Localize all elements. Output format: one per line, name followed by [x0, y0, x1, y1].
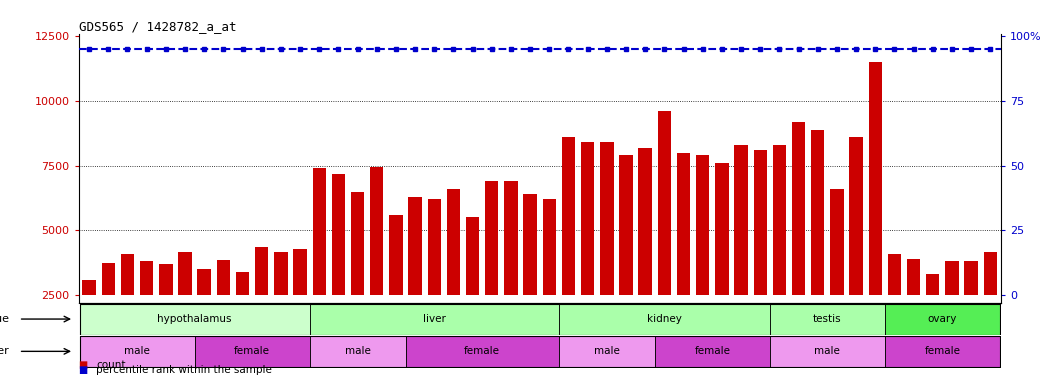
Bar	[638, 148, 652, 295]
Bar	[102, 263, 115, 295]
Bar	[83, 280, 95, 295]
Bar	[312, 168, 326, 295]
Bar	[309, 336, 406, 367]
Bar	[772, 145, 786, 295]
Bar	[811, 129, 825, 295]
Bar	[140, 261, 153, 295]
Bar	[655, 336, 770, 367]
Bar	[885, 336, 1000, 367]
Bar	[523, 194, 537, 295]
Bar	[945, 261, 959, 295]
Bar	[370, 167, 384, 295]
Bar	[849, 137, 863, 295]
Bar	[446, 189, 460, 295]
Text: ■: ■	[79, 365, 88, 375]
Bar	[485, 181, 499, 295]
Bar	[754, 150, 767, 295]
Text: liver: liver	[422, 314, 445, 324]
Bar	[409, 197, 421, 295]
Bar	[217, 260, 231, 295]
Bar	[735, 145, 748, 295]
Text: kidney: kidney	[647, 314, 682, 324]
Bar	[696, 155, 709, 295]
Bar	[428, 200, 441, 295]
Bar	[80, 303, 309, 334]
Text: percentile rank within the sample: percentile rank within the sample	[96, 365, 272, 375]
Text: tissue: tissue	[0, 314, 9, 324]
Bar	[677, 153, 691, 295]
Text: GDS565 / 1428782_a_at: GDS565 / 1428782_a_at	[79, 20, 236, 33]
Text: ■: ■	[79, 360, 88, 370]
Text: testis: testis	[813, 314, 842, 324]
Text: female: female	[694, 346, 730, 356]
Bar	[466, 217, 479, 295]
Bar	[581, 142, 594, 295]
Bar	[80, 336, 195, 367]
Bar	[792, 122, 805, 295]
Bar	[770, 336, 885, 367]
Bar	[389, 215, 402, 295]
Bar	[178, 252, 192, 295]
Bar	[309, 303, 559, 334]
Bar	[601, 142, 613, 295]
Text: female: female	[464, 346, 500, 356]
Bar	[619, 155, 633, 295]
Text: male: male	[345, 346, 371, 356]
Text: ovary: ovary	[927, 314, 957, 324]
Bar	[275, 252, 287, 295]
Bar	[406, 336, 559, 367]
Bar	[331, 174, 345, 295]
Bar	[964, 261, 978, 295]
Text: gender: gender	[0, 346, 9, 356]
Bar	[559, 336, 655, 367]
Bar	[121, 254, 134, 295]
Bar	[907, 259, 920, 295]
Bar	[658, 111, 671, 295]
Bar	[351, 192, 365, 295]
Bar	[562, 137, 575, 295]
Bar	[926, 274, 939, 295]
Text: count: count	[96, 360, 126, 370]
Bar	[159, 264, 173, 295]
Bar	[770, 303, 885, 334]
Text: male: male	[814, 346, 840, 356]
Bar	[543, 200, 556, 295]
Bar	[293, 249, 307, 295]
Bar	[504, 181, 518, 295]
Bar	[885, 303, 1000, 334]
Bar	[869, 62, 882, 295]
Bar	[195, 336, 309, 367]
Bar	[197, 269, 211, 295]
Bar	[888, 254, 901, 295]
Bar	[715, 163, 728, 295]
Text: female: female	[924, 346, 960, 356]
Bar	[236, 272, 249, 295]
Text: male: male	[124, 346, 150, 356]
Bar	[255, 247, 268, 295]
Bar	[559, 303, 770, 334]
Bar	[984, 252, 997, 295]
Text: male: male	[594, 346, 619, 356]
Bar	[830, 189, 844, 295]
Text: female: female	[234, 346, 270, 356]
Text: hypothalamus: hypothalamus	[157, 314, 232, 324]
